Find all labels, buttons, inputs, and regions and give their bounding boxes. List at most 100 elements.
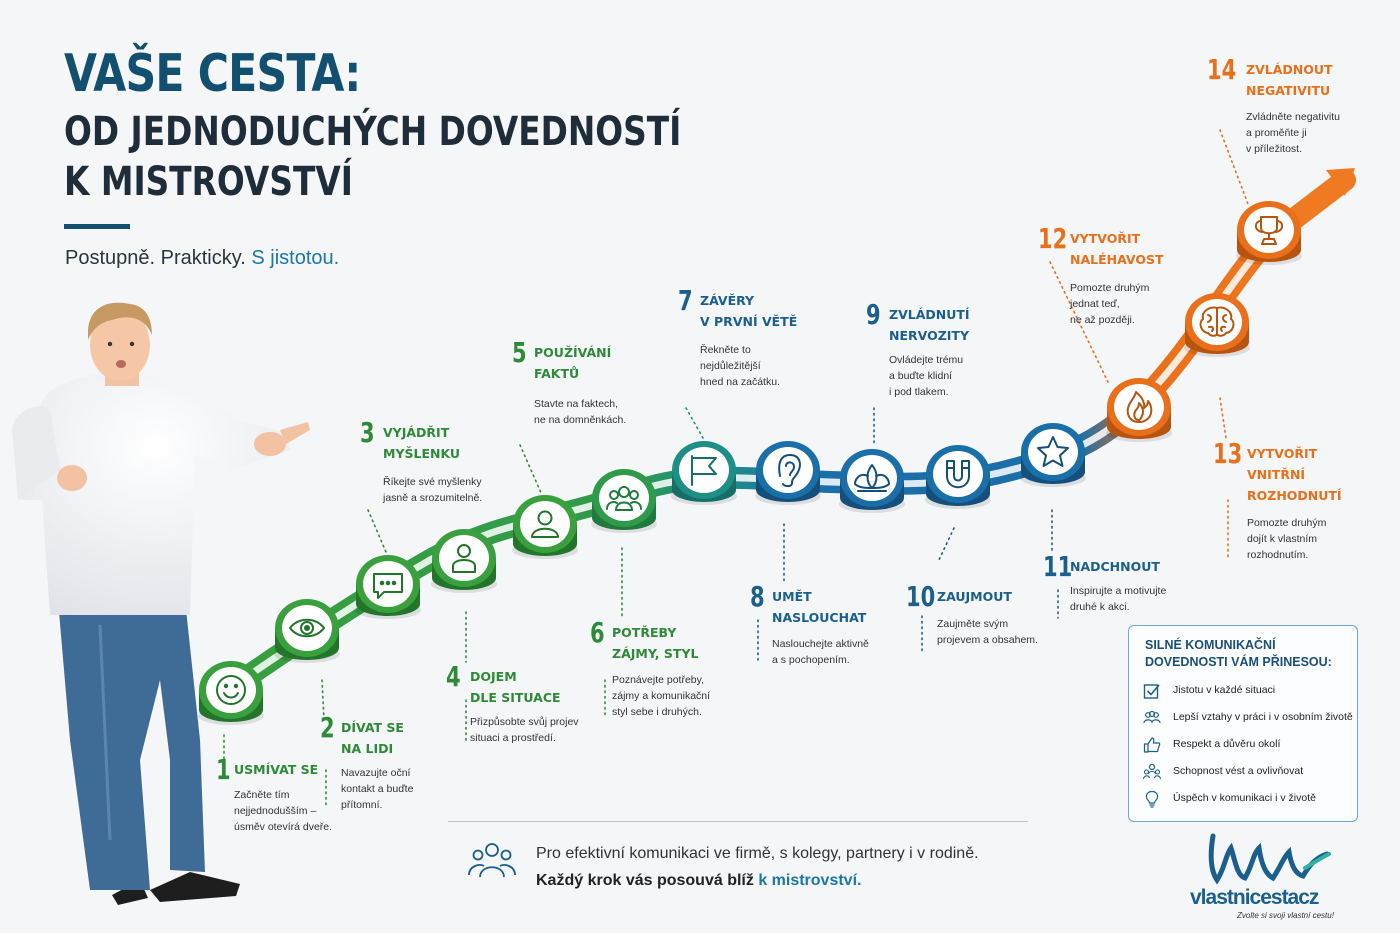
step-description: Pomozte druhým dojít k vlastním rozhodnutí… — [1247, 515, 1326, 563]
step-description: Stavte na faktech, ne na domněnkách. — [534, 396, 626, 428]
step-title-line: POTŘEBY — [612, 625, 677, 640]
tagline: Postupně. Prakticky. S jistotou. — [65, 247, 339, 270]
benefit-item: Jistotu v každé situaci — [1143, 681, 1353, 701]
step-title: VYJÁDŘIT MYŠLENKU — [383, 422, 460, 464]
benefits-title-line2: DOVEDNOSTI VÁM PŘINESOU: — [1145, 655, 1332, 669]
step-description-line: Pomozte druhým — [1070, 282, 1150, 294]
step-description-line: Stavte na faktech, — [534, 398, 619, 410]
group-icon — [606, 486, 642, 511]
step-disc-7 — [671, 441, 737, 505]
step-description: Začněte tím nejjednodušším – úsměv otevírá… — [234, 787, 332, 835]
step-title-line: V PRVNÍ VĚTĚ — [700, 314, 798, 329]
step-title: POTŘEBY ZÁJMY, STYL — [612, 622, 698, 664]
step-title-line: VYTVOŘIT — [1070, 231, 1141, 246]
benefit-text: Lepší vztahy v práci i v osobním životě — [1173, 711, 1353, 723]
step-number: 13 — [1213, 437, 1243, 470]
step-description-line: kontakt a buďte — [341, 783, 414, 795]
step-description-line: hned na začátku. — [700, 376, 780, 388]
step-title-line: NA LIDI — [341, 741, 394, 756]
step-title-line: DÍVAT SE — [341, 720, 404, 735]
step-title-line: NERVOZITY — [889, 328, 969, 343]
footer-line-1: Pro efektivní komunikaci ve firmě, s kol… — [536, 845, 979, 862]
benefit-item: Schopnost vést a ovlivňovat — [1143, 762, 1353, 782]
person-outline-icon — [531, 510, 559, 538]
step-discs — [198, 201, 1302, 725]
step-disc-8 — [755, 441, 821, 505]
step-title-line: NASLOUCHAT — [772, 610, 867, 625]
step-description-line: Začněte tím — [234, 789, 290, 801]
step-description-line: v příležitost. — [1246, 143, 1303, 155]
eye-icon — [289, 618, 325, 638]
lightbulb-icon — [1145, 790, 1159, 808]
benefits-title: SILNÉ KOMUNIKAČNÍ DOVEDNOSTI VÁM PŘINESO… — [1145, 637, 1345, 671]
step-description-line: projevem a obsahem. — [937, 634, 1038, 646]
step-title-line: POUŽÍVÁNÍ — [534, 345, 612, 360]
step-title-line: NEGATIVITU — [1246, 83, 1331, 98]
step-description-line: nejjednodušším – — [234, 805, 317, 817]
step-title-line: ZAUJMOUT — [937, 589, 1012, 604]
step-number: 5 — [512, 336, 527, 369]
step-description-line: Říkejte své myšlenky — [383, 476, 482, 488]
step-disc-1 — [198, 661, 264, 725]
step-title-line: NADCHNOUT — [1070, 559, 1160, 574]
step-title-line: USMÍVAT SE — [234, 762, 319, 777]
step-description-line: Naslouchejte aktivně — [772, 638, 869, 650]
trophy-icon — [1254, 216, 1284, 245]
step-description: Pomozte druhým jednat teď, ne až později. — [1070, 280, 1149, 328]
step-title-line: MYŠLENKU — [383, 446, 461, 461]
step-disc-5 — [512, 495, 578, 559]
step-title-line: VYTVOŘIT — [1247, 446, 1318, 461]
step-number: 11 — [1043, 550, 1073, 583]
step-title-line: UMĚT — [772, 589, 812, 604]
step-description-line: druhé k akci. — [1070, 601, 1130, 613]
step-disc-4 — [431, 529, 497, 593]
tagline-accent: S jistotou. — [251, 247, 340, 269]
step-description: Naslouchejte aktivně a s pochopením. — [772, 636, 869, 668]
arrow-icon — [1326, 168, 1355, 196]
step-description-line: situaci a prostředí. — [470, 732, 556, 744]
leader-icon — [1143, 763, 1161, 780]
benefit-text: Respekt a důvěru okolí — [1173, 738, 1281, 750]
smile-icon — [216, 675, 246, 705]
step-number: 7 — [678, 284, 693, 317]
step-number: 10 — [906, 580, 936, 613]
lotus-icon — [854, 464, 890, 492]
step-disc-2 — [274, 599, 340, 663]
step-title: ZAUJMOUT — [937, 586, 1012, 607]
magnet-icon — [946, 460, 970, 489]
benefit-text: Schopnost vést a ovlivňovat — [1173, 765, 1304, 777]
footer-line-2-plain: Každý krok vás posouvá blíž — [536, 872, 754, 889]
step-description-line: a s pochopením. — [772, 654, 850, 666]
step-number: 14 — [1207, 53, 1237, 86]
step-description-line: i pod tlakem. — [889, 386, 949, 398]
benefit-item: Respekt a důvěru okolí — [1143, 735, 1353, 755]
step-title: VYTVOŘIT VNITŘNÍ ROZHODNUTÍ — [1247, 443, 1342, 506]
step-description-line: jasně a srozumitelně. — [383, 492, 483, 504]
step-description-line: Zaujměte svým — [937, 618, 1009, 630]
step-description-line: Ovládejte trému — [889, 354, 964, 366]
step-title: USMÍVAT SE — [234, 759, 318, 780]
step-title-line: ZÁJMY, STYL — [612, 646, 699, 661]
step-title-line: ZÁVĚRY — [700, 293, 755, 308]
page-subtitle-line2: K MISTROVSTVÍ — [64, 159, 353, 205]
page-title: VAŠE CESTA: — [64, 44, 361, 104]
flag-icon — [691, 455, 717, 486]
flame-icon — [1126, 391, 1153, 423]
tagline-plain: Postupně. Prakticky. — [65, 247, 246, 269]
step-number: 3 — [360, 416, 375, 449]
step-title: POUŽÍVÁNÍ FAKTŮ — [534, 342, 611, 384]
step-title: ZVLÁDNUTÍ NERVOZITY — [889, 304, 970, 346]
step-number: 1 — [216, 753, 231, 786]
step-description: Řekněte to nejdůležitější hned na začátku. — [700, 342, 780, 390]
people-icon — [1143, 710, 1161, 724]
benefits-box: SILNÉ KOMUNIKAČNÍ DOVEDNOSTI VÁM PŘINESO… — [1128, 625, 1358, 822]
step-disc-10 — [925, 445, 991, 509]
step-title-line: DLE SITUACE — [470, 690, 561, 705]
thumbs-up-icon — [1143, 737, 1161, 753]
benefit-item: Úspěch v komunikaci i v životě — [1143, 789, 1353, 809]
step-title: ZÁVĚRY V PRVNÍ VĚTĚ — [700, 290, 797, 332]
step-title: UMĚT NASLOUCHAT — [772, 586, 866, 628]
step-title-line: ROZHODNUTÍ — [1247, 488, 1342, 503]
step-number: 4 — [446, 660, 461, 693]
benefits-title-line1: SILNÉ KOMUNIKAČNÍ — [1145, 638, 1276, 652]
